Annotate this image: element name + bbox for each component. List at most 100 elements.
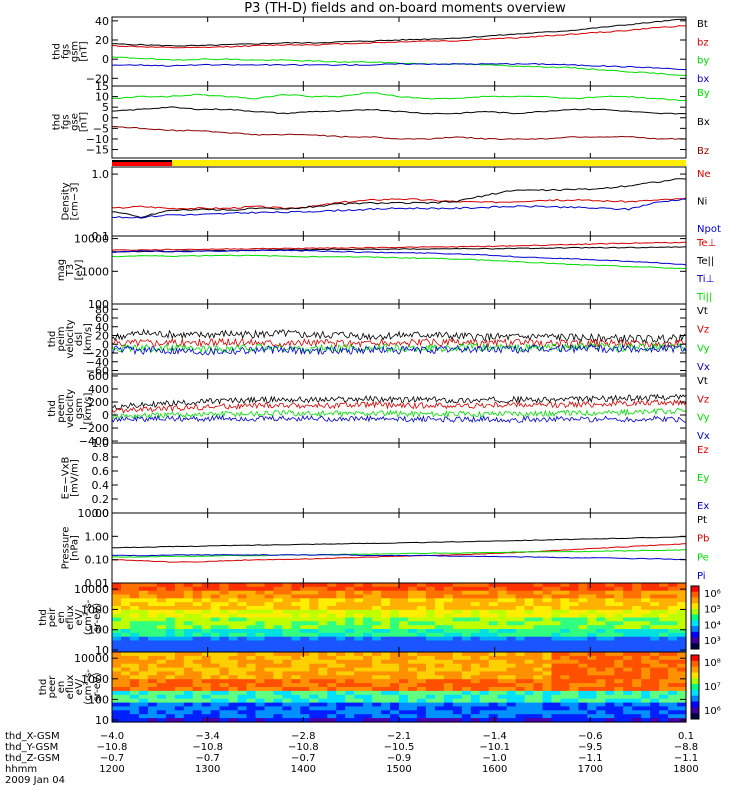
spectrogram-cell (515, 621, 526, 626)
spectrogram-cell (605, 679, 615, 684)
ytick-label: 15 (95, 80, 109, 93)
ylabel-line: peem (56, 394, 67, 422)
spectrogram-cell (632, 655, 642, 661)
spectrogram-cell (596, 714, 606, 719)
spectrogram-cell (569, 602, 579, 607)
spectrogram-cell (147, 625, 158, 630)
spectrogram-cell (282, 663, 292, 669)
spectrogram-cell (327, 687, 337, 692)
spectrogram-cell (156, 636, 167, 642)
spectrogram-cell (443, 644, 454, 649)
spectrogram-cell (479, 679, 490, 684)
spectrogram-cell (596, 617, 606, 622)
ylabel-pressure: Pressure[nPa] (61, 527, 81, 570)
spectrogram-cell (569, 586, 579, 592)
spectrogram-cell (381, 613, 391, 619)
spectrogram-cell (255, 594, 266, 599)
spectrogram-cell (623, 690, 633, 696)
ytick-label: 100 (88, 693, 109, 706)
panel-frame (111, 303, 687, 375)
spectrogram-cell (219, 617, 230, 622)
spectrogram-cell (650, 718, 660, 723)
spectrogram-cell (309, 590, 319, 596)
spectrogram-cell (219, 687, 230, 692)
spectrogram-cell (327, 594, 337, 599)
spectrogram-cell (165, 667, 176, 673)
spectrogram-cell (300, 710, 310, 715)
spectrogram-cell (470, 594, 481, 599)
spectrogram-cell (264, 655, 275, 661)
spectrogram-cell (461, 583, 472, 588)
spectrogram-cell (452, 583, 463, 588)
spectrogram-cell (291, 675, 301, 680)
spectrogram-cell (578, 640, 588, 645)
spectrogram-cell (291, 613, 301, 619)
spectrogram-cell (641, 586, 651, 592)
spectrogram-cell (273, 609, 283, 615)
spectrogram-cell (650, 648, 660, 653)
spectrogram-cell (408, 714, 418, 719)
spectrogram-cell (569, 698, 579, 704)
spectrogram-cell (488, 687, 499, 692)
spectrogram-cell (273, 702, 283, 708)
spectrogram-cell (147, 617, 158, 622)
spectrogram-cell (129, 640, 140, 645)
spectrogram-cell (614, 625, 624, 630)
spectrogram-cell (641, 671, 651, 676)
spectrogram-cell (461, 702, 472, 708)
spectrogram-cell (659, 625, 669, 630)
spectrogram-cell (300, 698, 310, 704)
spectrogram-cell (264, 621, 275, 626)
spectrogram-cell (174, 718, 185, 723)
spectrogram-cell (246, 644, 257, 649)
spectrogram-cell (174, 613, 185, 619)
spectrogram-cell (291, 652, 301, 657)
spectrogram-cell (372, 609, 382, 615)
spectrogram-cell (650, 675, 660, 680)
spectrogram-cell (551, 617, 562, 622)
spectrogram-cell (524, 694, 535, 700)
spectrogram-cell (282, 655, 292, 661)
spectrogram-cell (354, 663, 364, 669)
spectrogram-cell (434, 606, 445, 611)
spectrogram-cell (282, 667, 292, 673)
spectrogram-cell (246, 679, 257, 684)
spectrogram-cell (138, 629, 149, 634)
spectrogram-cell (219, 583, 230, 588)
spectrogram-cell (605, 632, 615, 638)
spectrogram-cell (542, 706, 553, 711)
spectrogram-cell (560, 702, 570, 708)
spectrogram-cell (641, 714, 651, 719)
legend-fgs_gsm-0: Bt (697, 19, 708, 30)
spectrogram-cell (408, 694, 418, 700)
spectrogram-cell (623, 613, 633, 619)
spectrogram-cell (210, 655, 221, 661)
spectrogram-cell (470, 683, 481, 688)
spectrogram-cell (129, 598, 140, 603)
spectrogram-cell (515, 598, 526, 603)
spectrogram-cell (174, 606, 185, 611)
ylabel-line: sr-eV) (92, 672, 103, 701)
spectrogram-cell (112, 594, 122, 599)
spectrogram-cell (237, 640, 248, 645)
spectrogram-cell (264, 690, 275, 696)
spectrogram-cell (192, 625, 203, 630)
xaxis-value: 1200 (99, 764, 124, 775)
spectrogram-cell (336, 679, 346, 684)
spectrogram-cell (542, 621, 553, 626)
spectrogram-cell (641, 625, 651, 630)
spectrogram-cell (605, 586, 615, 592)
spectrogram-cell (318, 690, 328, 696)
spectrogram-cell (425, 710, 436, 715)
spectrogram-cell (408, 671, 418, 676)
spectrogram-cell (336, 663, 346, 669)
spectrogram-cell (121, 675, 131, 680)
spectrogram-cell (497, 702, 508, 708)
spectrogram-cell (282, 702, 292, 708)
ylabel-line: gsm (74, 398, 85, 419)
spectrogram-cell (623, 594, 633, 599)
spectrogram-cell (560, 675, 570, 680)
ylabel-line: fgs (61, 44, 72, 59)
spectrogram-cell (121, 655, 131, 661)
spectrogram-cell (138, 718, 149, 723)
